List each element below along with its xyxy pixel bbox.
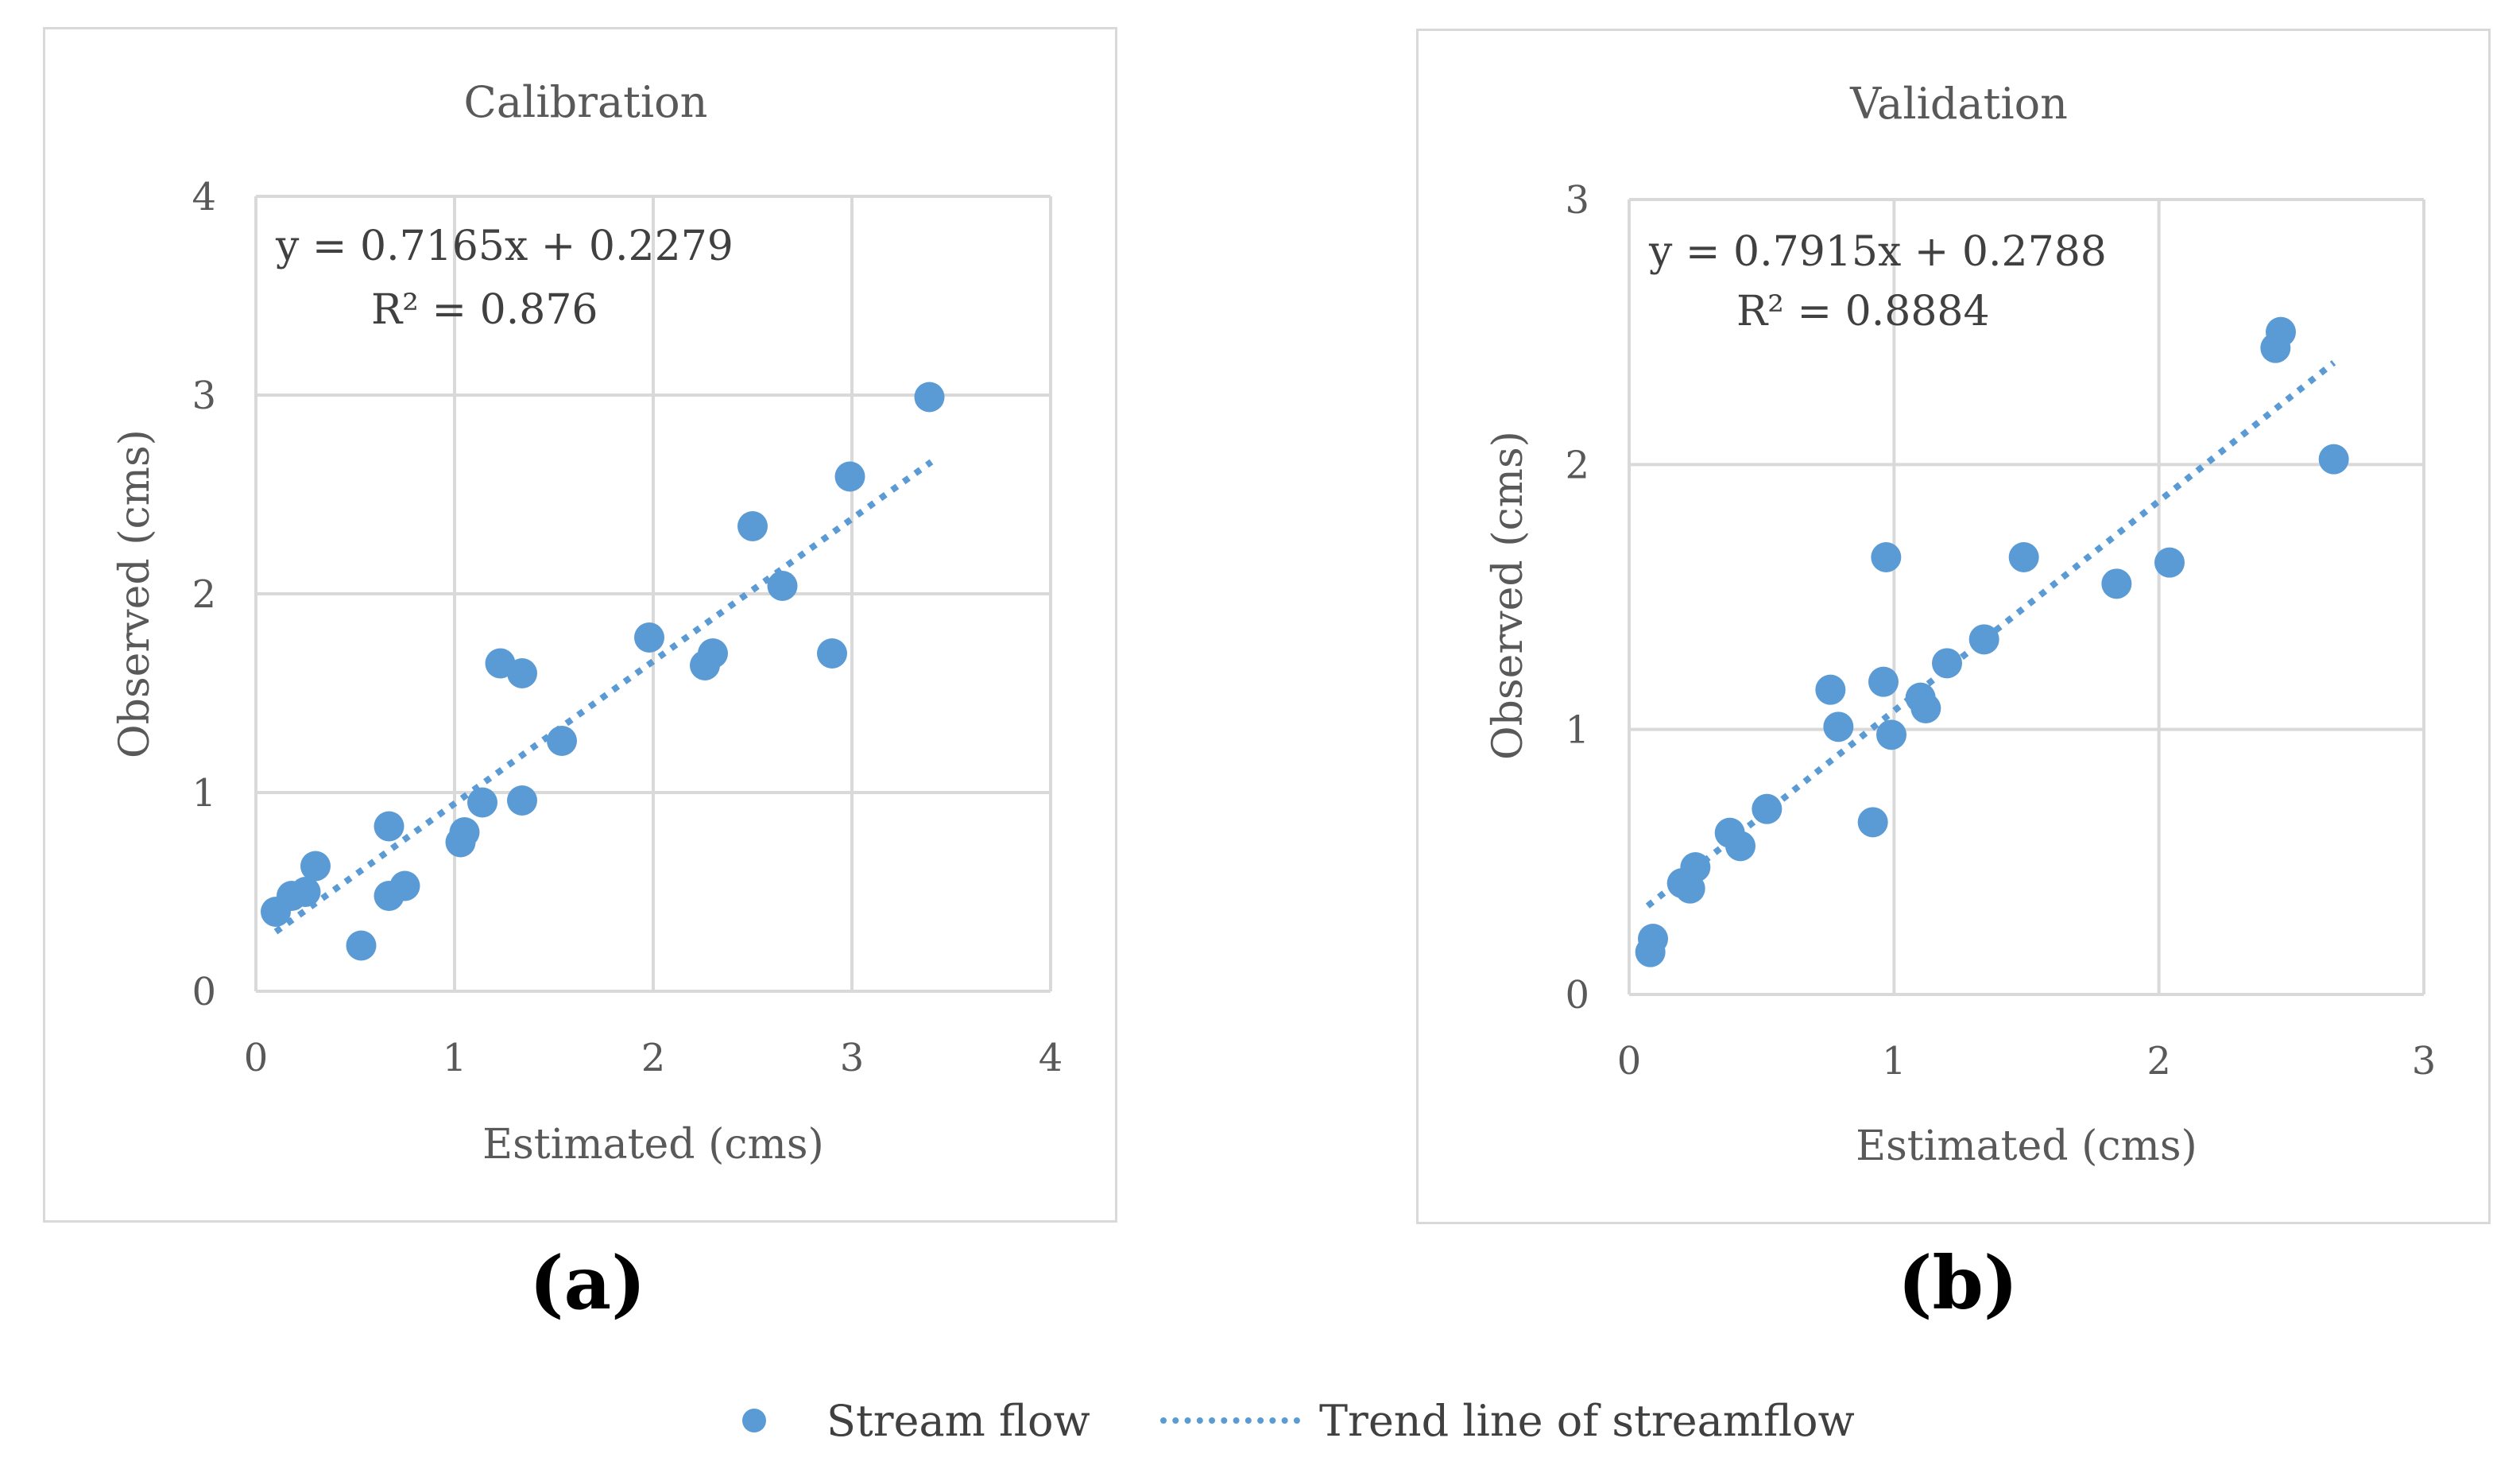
data-point: [2318, 444, 2349, 475]
y-axis-label: Observed (cms): [1485, 431, 1532, 760]
x-tick-label: 0: [1617, 1039, 1642, 1083]
legend-dotted-line-icon: [1160, 1417, 1300, 1424]
data-point: [547, 726, 577, 756]
x-tick-label: 2: [2146, 1039, 2171, 1083]
r-squared-label: R² = 0.876: [371, 286, 598, 334]
data-point: [1910, 693, 1941, 723]
trend-equation: y = 0.7165x + 0.2279: [275, 223, 734, 270]
x-tick-label: 3: [2412, 1039, 2437, 1083]
x-axis-label: Estimated (cms): [482, 1121, 824, 1169]
x-tick-label: 0: [244, 1036, 269, 1080]
data-point: [300, 851, 331, 882]
data-point: [1876, 719, 1906, 750]
y-tick-label: 2: [1565, 443, 1589, 487]
y-tick-label: 0: [1565, 973, 1589, 1018]
caption-b: (b): [1898, 1240, 2019, 1326]
data-point: [1815, 674, 1846, 705]
data-point: [914, 382, 945, 413]
legend: Stream flow Trend line of streamflow: [715, 1393, 1907, 1448]
legend-label-trend-line: Trend line of streamflow: [1319, 1395, 1855, 1446]
x-tick-label: 1: [443, 1036, 467, 1080]
y-tick-label: 3: [192, 374, 216, 418]
x-axis-label: Estimated (cms): [1856, 1122, 2197, 1170]
calibration-chart: 0 1 2 3 4 0 1 2 3 4 Calibration Estimated (cms) Obse…: [111, 77, 1063, 1169]
y-tick-label: 4: [192, 175, 216, 219]
chart-title: Validation: [1849, 79, 2068, 129]
data-point: [2008, 542, 2039, 572]
x-tick-label: 4: [1039, 1036, 1063, 1080]
y-tick-label: 1: [192, 771, 216, 816]
chart-title: Calibration: [464, 77, 708, 127]
calibration-panel: 0 1 2 3 4 0 1 2 3 4 Calibration Estimated (cms) Obse…: [43, 27, 1117, 1223]
data-point: [1752, 793, 1783, 824]
data-point: [1968, 624, 1999, 655]
data-point: [1857, 807, 1888, 838]
data-point: [2154, 547, 2185, 578]
data-point: [507, 658, 537, 688]
data-point: [834, 461, 865, 492]
legend-item-stream-flow: Stream flow: [742, 1393, 1090, 1448]
y-tick-label: 2: [192, 572, 216, 617]
legend-marker-icon: [742, 1409, 766, 1432]
data-point: [374, 811, 405, 842]
data-point: [1932, 648, 1962, 679]
data-point: [2101, 568, 2132, 599]
validation-chart: 0 1 2 3 0 1 2 3 Validation Estimated (cms) Observe…: [1485, 79, 2437, 1170]
validation-panel: 0 1 2 3 0 1 2 3 Validation Estimated (cms) Observe…: [1416, 29, 2491, 1224]
y-axis-label: Observed (cms): [111, 429, 159, 758]
data-point: [1868, 666, 1899, 697]
data-point: [1638, 924, 1668, 954]
data-point: [507, 785, 537, 816]
y-tick-label: 1: [1565, 708, 1589, 753]
legend-item-trend-line: Trend line of streamflow: [1160, 1393, 1855, 1448]
data-point: [767, 571, 798, 601]
data-point: [817, 638, 847, 669]
x-tick-label: 1: [1882, 1039, 1906, 1083]
data-point: [467, 787, 497, 818]
y-tick-label: 0: [192, 970, 216, 1014]
data-point: [449, 817, 480, 847]
y-tick-label: 3: [1565, 178, 1589, 223]
data-point: [1871, 542, 1902, 572]
data-point: [698, 638, 728, 669]
data-point: [346, 930, 377, 961]
data-point: [737, 511, 768, 541]
trend-equation: y = 0.7915x + 0.2788: [1648, 228, 2107, 276]
data-point: [1823, 711, 1854, 742]
trend-line: [273, 459, 934, 935]
r-squared-label: R² = 0.8884: [1736, 288, 1990, 335]
data-point: [389, 870, 420, 901]
x-tick-label: 3: [840, 1036, 865, 1080]
data-point: [1725, 831, 1755, 862]
x-tick-label: 2: [641, 1036, 666, 1080]
data-point: [2266, 316, 2296, 347]
caption-a: (a): [529, 1240, 646, 1326]
data-point: [634, 622, 664, 653]
data-point: [1680, 852, 1711, 882]
data-point: [290, 877, 321, 907]
legend-label-stream-flow: Stream flow: [826, 1395, 1090, 1446]
